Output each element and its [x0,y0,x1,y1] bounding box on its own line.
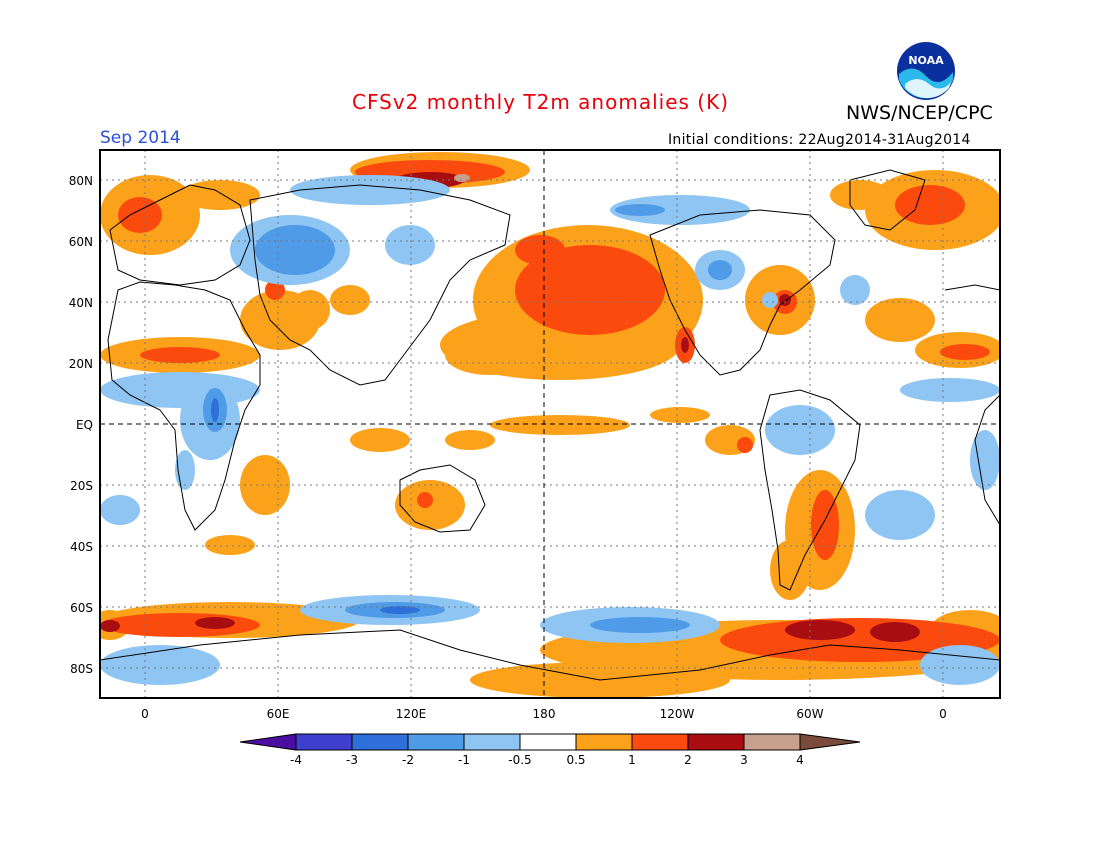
colorbar-swatch [295,733,353,751]
colorbar-label: -4 [290,753,302,767]
lat-label: 80S [70,662,93,676]
colorbar-label: 0.5 [566,753,585,767]
lon-label: 180 [533,707,556,721]
lon-label: 60E [267,707,290,721]
colorbar-swatch [575,733,633,751]
graticule [100,150,1000,698]
colorbar-swatch [743,733,801,751]
agency-label: NWS/NCEP/CPC [846,102,993,124]
colorbar-high-tip [799,733,861,751]
lat-label: 40N [69,296,93,310]
lat-label: 60N [69,235,93,249]
colorbar-label: -1 [458,753,470,767]
colorbar-swatch [407,733,465,751]
lat-label: 40S [70,540,93,554]
lat-label: 60S [70,601,93,615]
colorbar-label: -0.5 [508,753,531,767]
lon-label: 60W [796,707,823,721]
colorbar-label: -3 [346,753,358,767]
colorbar-label: 1 [628,753,636,767]
map-frame [99,149,1001,699]
colorbar-label: 4 [796,753,804,767]
logo-text: NOAA [908,54,944,67]
lon-label: 120W [660,707,695,721]
colorbar-swatch [519,733,577,751]
lat-label: 80N [69,174,93,188]
latitude-labels: 80N 60N 40N 20N EQ 20S 40S 60S 80S [69,174,93,676]
lon-label: 0 [141,707,149,721]
initial-conditions: Initial conditions: 22Aug2014-31Aug2014 [668,132,971,148]
coastlines [100,169,1000,681]
lon-label: 120E [396,707,427,721]
colorbar-label: 2 [684,753,692,767]
anomaly-field [100,152,1000,698]
colorbar [239,733,861,751]
colorbar-swatch [463,733,521,751]
colorbar-label: 3 [740,753,748,767]
lat-label: 20S [70,479,93,493]
colorbar-labels: -4 -3 -2 -1 -0.5 0.5 1 2 3 4 [290,753,804,767]
noaa-logo-icon: NOAA [897,42,955,100]
colorbar-swatch [687,733,745,751]
colorbar-label: -2 [402,753,414,767]
map-title: CFSv2 monthly T2m anomalies (K) [352,90,729,114]
lat-label: 20N [69,357,93,371]
longitude-labels: 0 60E 120E 180 120W 60W 0 [141,707,947,721]
colorbar-swatch [631,733,689,751]
colorbar-low-tip [239,733,297,751]
lat-label: EQ [76,418,93,432]
lon-label: 0 [939,707,947,721]
forecast-month: Sep 2014 [100,128,181,148]
colorbar-swatch [351,733,409,751]
